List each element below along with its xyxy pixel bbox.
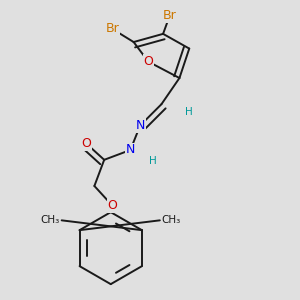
- Text: CH₃: CH₃: [40, 215, 60, 225]
- Text: Br: Br: [106, 22, 119, 35]
- Text: O: O: [143, 55, 153, 68]
- Text: O: O: [107, 199, 117, 212]
- Text: CH₃: CH₃: [162, 215, 181, 225]
- Text: H: H: [185, 107, 193, 117]
- Text: Br: Br: [163, 9, 176, 22]
- Text: N: N: [126, 143, 135, 157]
- Text: H: H: [149, 157, 157, 166]
- Text: O: O: [81, 137, 91, 150]
- Text: N: N: [136, 119, 145, 132]
